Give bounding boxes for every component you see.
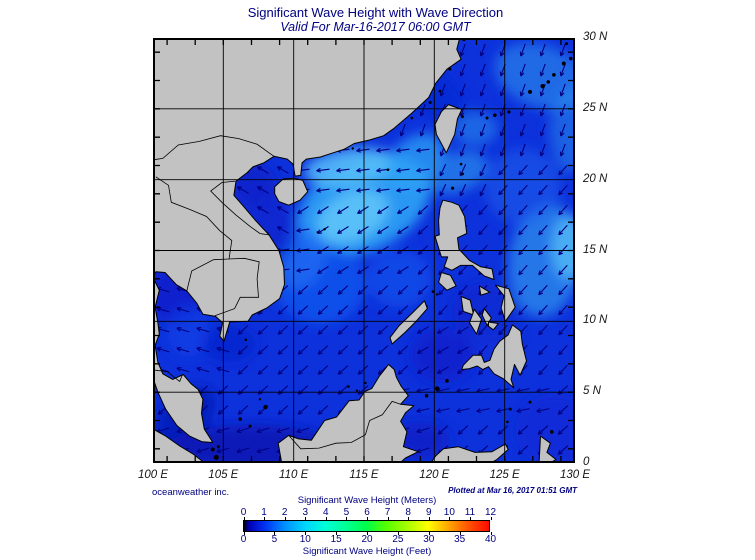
- colorbar-feet-tick-label: 15: [330, 534, 342, 545]
- colorbar-meters-tick-label: 12: [484, 507, 497, 518]
- colorbar-tick: [408, 517, 410, 520]
- colorbar-meters-tick-label: 0: [240, 507, 247, 518]
- lon-tick-label: 110 E: [279, 469, 309, 481]
- colorbar-meters-tick-label: 9: [425, 507, 432, 518]
- colorbar-tick: [367, 532, 368, 535]
- valid-time-subtitle: Valid For Mar-16-2017 06:00 GMT: [280, 20, 471, 34]
- land-layer: [153, 38, 557, 463]
- colorbar-tick: [346, 517, 348, 520]
- colorbar-feet-tick-label: 20: [361, 534, 373, 545]
- colorbar-meters-tick-label: 1: [261, 507, 267, 518]
- colorbar-tick: [367, 517, 368, 520]
- colorbar-meters-title: Significant Wave Height (Meters): [297, 495, 437, 506]
- colorbar-tick: [305, 517, 307, 520]
- frame-ticks: [155, 40, 573, 461]
- lat-tick-label: 0: [583, 456, 590, 468]
- colorbar-feet-tick-label: 25: [392, 534, 404, 545]
- colorbar-tick: [284, 517, 286, 520]
- colorbar-feet-tick-label: 40: [484, 534, 497, 545]
- grid-layer: [153, 38, 575, 463]
- map-canvas: [153, 38, 575, 463]
- colorbar-tick: [469, 517, 471, 520]
- colorbar-tick: [243, 517, 245, 520]
- credit-text: oceanweather inc.: [152, 487, 230, 498]
- colorbar-tick: [490, 532, 492, 535]
- colorbar-tick: [459, 532, 461, 535]
- colorbar-meters-tick-label: 7: [384, 507, 391, 518]
- colorbar-tick: [264, 517, 266, 520]
- colorbar-meters-tick-label: 11: [464, 507, 476, 518]
- lat-tick-label: 15 N: [583, 243, 608, 256]
- colorbar-feet-tick-label: 5: [271, 534, 278, 545]
- colorbar-tick: [490, 517, 492, 520]
- colorbar-feet-title: Significant Wave Height (Feet): [302, 546, 432, 557]
- colorbar-feet-tick-label: 0: [240, 534, 247, 545]
- colorbar-meters-tick-label: 6: [364, 507, 370, 518]
- lon-tick-label: 125 E: [489, 469, 520, 481]
- colorbar-tick: [387, 517, 389, 520]
- colorbar-tick: [274, 532, 276, 535]
- lat-tick-label: 30 N: [583, 31, 608, 43]
- colorbar-feet-tick-label: 30: [423, 534, 435, 545]
- country-borders-layer: [153, 135, 401, 450]
- colorbar-tick: [449, 517, 451, 520]
- lon-tick-label: 130 E: [559, 469, 591, 481]
- colorbar-meters-tick-label: 4: [323, 507, 329, 518]
- colorbar-tick: [305, 532, 307, 535]
- plotted-timestamp: Plotted at Mar 16, 2017 01:51 GMT: [448, 486, 577, 495]
- lat-tick-label: 20 N: [583, 172, 608, 185]
- colorbar-tick: [243, 532, 245, 535]
- colorbar-meters-tick-label: 8: [405, 507, 411, 518]
- colorbar-tick: [325, 517, 327, 520]
- colorbar-tick: [336, 532, 338, 535]
- page-title: Significant Wave Height with Wave Direct…: [247, 5, 504, 20]
- colorbar-feet-tick-label: 35: [454, 534, 466, 545]
- colorbar-meters-tick-label: 10: [443, 507, 455, 518]
- lon-tick-label: 115 E: [349, 469, 379, 481]
- lat-tick-label: 5 N: [583, 385, 601, 398]
- lon-tick-label: 120 E: [419, 469, 450, 481]
- lon-tick-label: 105 E: [208, 469, 239, 481]
- colorbar-gradient: [243, 520, 490, 532]
- colorbar-tick: [428, 532, 430, 535]
- colorbar-tick: [428, 517, 430, 520]
- colorbar-meters-tick-label: 2: [281, 507, 288, 518]
- colorbar-tick: [397, 532, 399, 535]
- map-frame: [153, 38, 575, 463]
- colorbar-meters-tick-label: 3: [302, 507, 309, 518]
- colorbar-feet-tick-label: 10: [299, 534, 311, 545]
- lon-tick-label: 100 E: [137, 469, 169, 481]
- lat-tick-label: 10 N: [583, 314, 608, 327]
- colorbar-meters-tick-label: 5: [343, 507, 350, 518]
- lat-tick-label: 25 N: [583, 101, 608, 114]
